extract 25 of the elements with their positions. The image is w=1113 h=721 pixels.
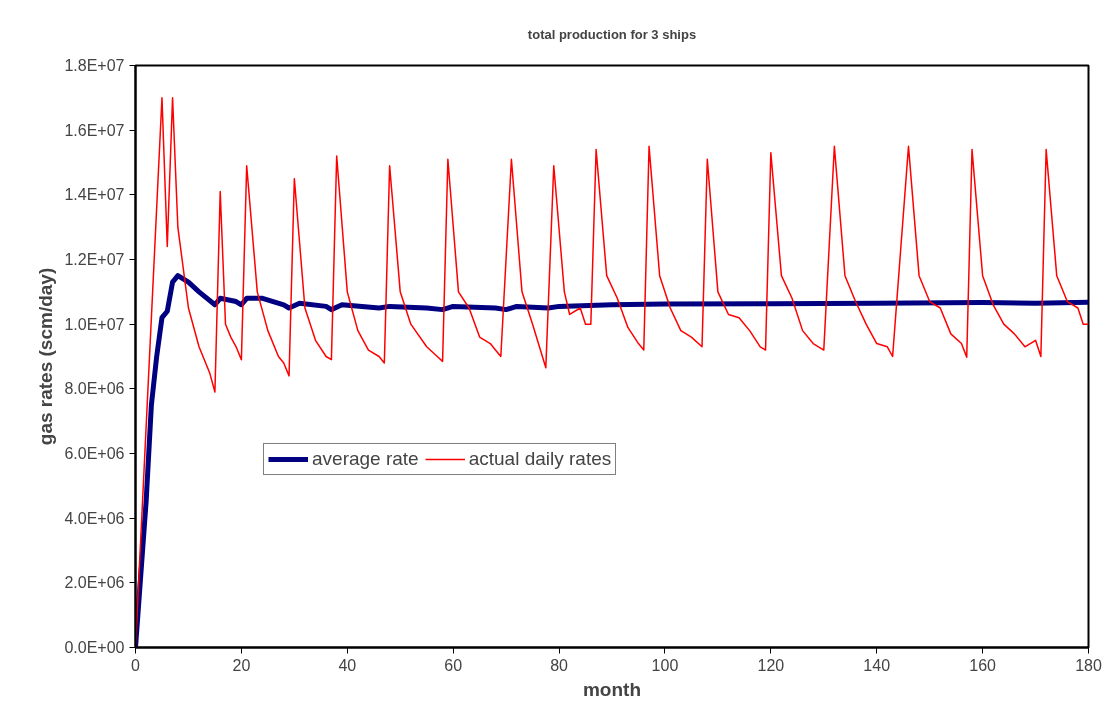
- x-tick-label: 0: [131, 656, 141, 674]
- y-tick-label: 1.8E+07: [64, 57, 125, 74]
- x-tick-label: 20: [232, 656, 251, 674]
- y-tick-label: 4.0E+06: [64, 509, 125, 527]
- x-tick-label: 100: [651, 656, 679, 674]
- x-tick-label: 120: [757, 656, 785, 674]
- x-tick-label: 160: [969, 656, 997, 674]
- y-axis-title: gas rates (scm/day): [35, 267, 57, 446]
- y-tick-label: 1.4E+07: [64, 186, 125, 204]
- legend-label: average rate: [312, 448, 419, 470]
- y-tick-label: 2.0E+06: [64, 574, 125, 592]
- x-tick-label: 40: [338, 656, 357, 674]
- chart-title: total production for 3 ships: [527, 26, 697, 42]
- y-tick-label: 1.6E+07: [64, 121, 125, 139]
- y-tick-label: 1.2E+07: [64, 251, 125, 268]
- y-tick-label: 6.0E+06: [64, 445, 125, 462]
- legend-label: actual daily rates: [468, 448, 612, 470]
- x-tick-label: 180: [1075, 656, 1102, 674]
- y-tick-label: 0.0E+00: [64, 639, 125, 656]
- y-tick-label: 1.0E+07: [64, 315, 125, 333]
- x-tick-label: 60: [444, 656, 463, 674]
- y-tick-label: 8.0E+06: [64, 380, 125, 398]
- x-axis-title: month: [582, 678, 642, 700]
- x-tick-label: 140: [863, 656, 891, 674]
- x-tick-label: 80: [550, 656, 569, 674]
